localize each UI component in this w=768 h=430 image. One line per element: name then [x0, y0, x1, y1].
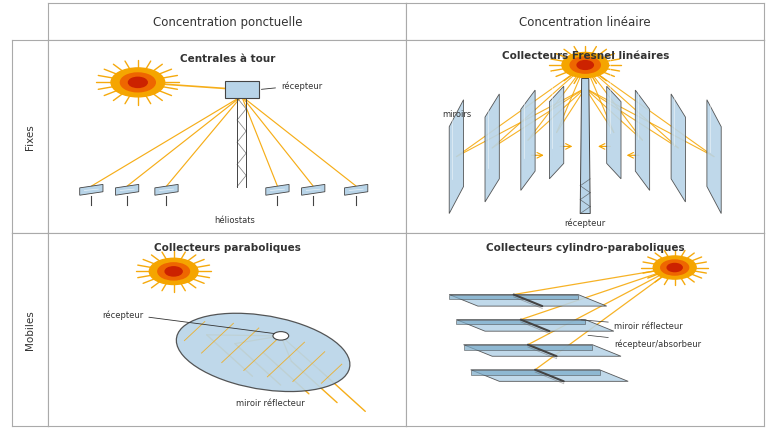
Circle shape [660, 261, 689, 276]
Text: héliostats: héliostats [214, 215, 255, 224]
Text: miroir réflecteur: miroir réflecteur [581, 320, 683, 330]
Polygon shape [449, 101, 464, 214]
Circle shape [165, 267, 182, 276]
Text: Fixes: Fixes [25, 124, 35, 150]
Circle shape [273, 332, 289, 340]
Polygon shape [456, 320, 585, 325]
Ellipse shape [177, 313, 350, 392]
Polygon shape [115, 185, 139, 196]
Circle shape [111, 69, 164, 98]
Polygon shape [471, 370, 628, 381]
Polygon shape [80, 185, 103, 196]
Polygon shape [456, 320, 614, 332]
Text: récepteur/absorbeur: récepteur/absorbeur [588, 335, 701, 348]
Polygon shape [635, 91, 650, 191]
Text: récepteur: récepteur [564, 218, 606, 227]
Circle shape [570, 58, 601, 74]
Polygon shape [471, 370, 600, 375]
Polygon shape [345, 185, 368, 196]
Polygon shape [485, 95, 499, 203]
Text: Concentration ponctuelle: Concentration ponctuelle [153, 16, 302, 29]
Circle shape [562, 53, 608, 78]
Polygon shape [549, 87, 564, 179]
Polygon shape [580, 79, 591, 214]
Polygon shape [266, 185, 289, 196]
Polygon shape [449, 295, 578, 300]
Circle shape [158, 263, 190, 280]
Circle shape [667, 264, 682, 272]
Polygon shape [707, 101, 721, 214]
Polygon shape [521, 91, 535, 191]
FancyBboxPatch shape [225, 82, 259, 98]
Text: Collecteurs cylindro-paraboliques: Collecteurs cylindro-paraboliques [486, 243, 684, 253]
Polygon shape [302, 185, 325, 196]
Circle shape [121, 74, 155, 92]
Circle shape [149, 259, 198, 285]
Text: Centrales à tour: Centrales à tour [180, 54, 275, 64]
Polygon shape [607, 87, 621, 179]
Circle shape [577, 61, 594, 70]
Text: miroir réflecteur: miroir réflecteur [236, 398, 305, 407]
Polygon shape [449, 295, 607, 307]
Text: récepteur: récepteur [102, 309, 274, 334]
Polygon shape [464, 345, 621, 356]
Text: récepteur: récepteur [261, 81, 323, 91]
Circle shape [128, 78, 147, 88]
Text: Mobiles: Mobiles [25, 310, 35, 349]
Text: Collecteurs Fresnel linéaires: Collecteurs Fresnel linéaires [502, 50, 669, 61]
Polygon shape [671, 95, 685, 203]
Text: Collecteurs paraboliques: Collecteurs paraboliques [154, 243, 301, 253]
Circle shape [654, 256, 696, 280]
Text: miroirs: miroirs [442, 110, 472, 118]
Polygon shape [155, 185, 178, 196]
Text: Concentration linéaire: Concentration linéaire [519, 16, 651, 29]
Polygon shape [464, 345, 592, 350]
